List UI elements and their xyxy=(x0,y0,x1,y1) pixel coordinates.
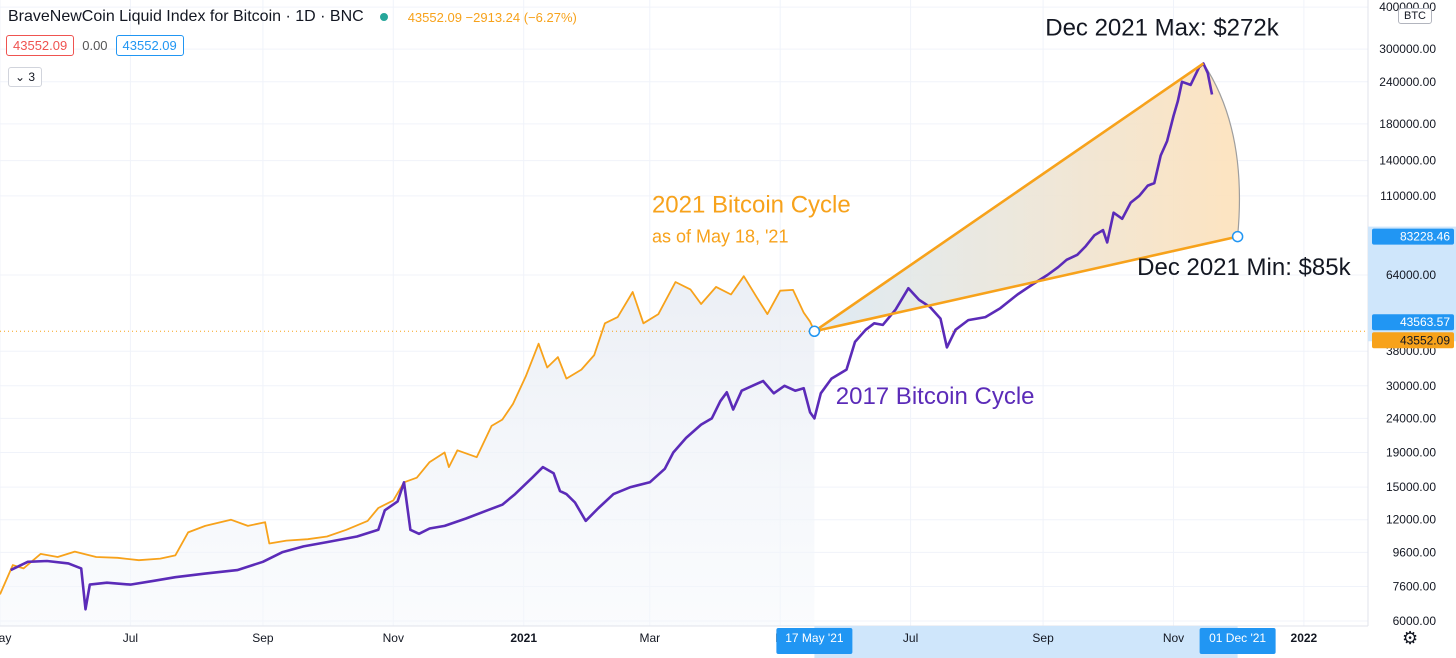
x-tick-label-2: Sep xyxy=(252,631,274,645)
price-tag-label-1: 43563.57 xyxy=(1400,315,1450,329)
x-tick-label-0: May xyxy=(0,631,11,645)
x-tick-label-10: 2022 xyxy=(1291,631,1318,645)
time-tag-label-1: 01 Dec '21 xyxy=(1209,631,1266,645)
price-tag-0 xyxy=(1372,228,1454,245)
annotation-0: Dec 2021 Max: $272k xyxy=(1045,14,1279,41)
spread-value: 0.00 xyxy=(82,38,108,53)
price-tag-label-0: 83228.46 xyxy=(1400,230,1450,244)
symbol-title[interactable]: BraveNewCoin Liquid Index for Bitcoin · … xyxy=(8,8,364,25)
cone-arc xyxy=(1202,63,1241,237)
x-tick-label-8: Sep xyxy=(1032,631,1054,645)
y-tick-label-13: 9600.00 xyxy=(1393,545,1437,559)
cone-upper-line xyxy=(813,62,1205,333)
x-tick-label-5: Mar xyxy=(639,631,660,645)
time-tag-label-0: 17 May '21 xyxy=(785,631,844,645)
cone-end-handle[interactable] xyxy=(1231,230,1244,243)
price-tag-label-2: 43552.09 xyxy=(1400,333,1450,347)
cone-origin-handle[interactable] xyxy=(808,325,821,338)
x-tick-label-9: Nov xyxy=(1163,631,1184,645)
x-tick-label-3: Nov xyxy=(383,631,404,645)
price-tag-2 xyxy=(1372,332,1454,349)
y-tick-label-5: 110000.00 xyxy=(1380,189,1436,203)
last-quote: 43552.09 −2913.24 (−6.27%) xyxy=(407,9,577,25)
cone-lower-line xyxy=(814,235,1238,333)
time-range-band xyxy=(814,626,1238,658)
y-tick-label-9: 24000.00 xyxy=(1386,411,1436,425)
gear-icon[interactable]: ⚙ xyxy=(1402,628,1419,648)
annotation-2: as of May 18, '21 xyxy=(652,226,789,246)
chart-header: BraveNewCoin Liquid Index for Bitcoin · … xyxy=(8,8,577,26)
x-tick-label-7: Jul xyxy=(903,631,918,645)
values-row: 43552.09 0.00 43552.09 xyxy=(6,35,184,56)
ask-price[interactable]: 43552.09 xyxy=(115,35,184,56)
time-tag-0 xyxy=(776,628,853,654)
y-tick-label-11: 15000.00 xyxy=(1386,480,1436,494)
y-tick-label-6: 64000.00 xyxy=(1386,268,1436,282)
annotation-4: 2017 Bitcoin Cycle xyxy=(836,383,1035,410)
x-tick-label-4: 2021 xyxy=(510,631,537,645)
series-line-orange xyxy=(0,275,816,595)
y-tick-label-3: 180000.00 xyxy=(1379,117,1436,131)
y-tick-label-1: 300000.00 xyxy=(1379,42,1436,56)
y-tick-label-4: 140000.00 xyxy=(1379,154,1436,168)
x-tick-label-1: Jul xyxy=(123,631,138,645)
price-tag-1 xyxy=(1372,314,1454,331)
y-tick-label-2: 240000.00 xyxy=(1379,75,1436,89)
history-area xyxy=(0,276,815,626)
y-tick-label-10: 19000.00 xyxy=(1386,446,1436,460)
projection-cone xyxy=(814,63,1240,332)
chevron-down-icon: ⌄ xyxy=(15,70,26,84)
market-status-icon xyxy=(379,13,388,21)
time-tag-1 xyxy=(1199,628,1276,654)
currency-badge[interactable]: BTC xyxy=(1398,8,1432,24)
y-tick-label-12: 12000.00 xyxy=(1386,513,1436,527)
y-tick-label-15: 6000.00 xyxy=(1393,614,1437,628)
bid-price[interactable]: 43552.09 xyxy=(6,35,75,56)
annotation-1: 2021 Bitcoin Cycle xyxy=(652,192,851,219)
y-tick-label-8: 30000.00 xyxy=(1386,379,1436,393)
series-line-purple xyxy=(10,62,1214,611)
indicators-count: 3 xyxy=(28,70,36,84)
indicators-toggle-button[interactable]: ⌄ 3 xyxy=(8,67,43,87)
annotation-3: Dec 2021 Min: $85k xyxy=(1137,254,1351,281)
y-tick-label-14: 7600.00 xyxy=(1393,579,1437,593)
